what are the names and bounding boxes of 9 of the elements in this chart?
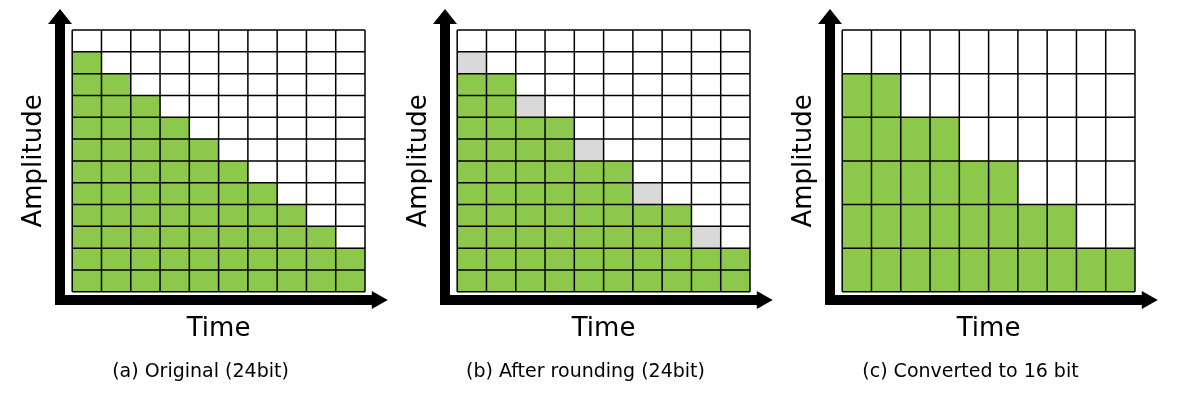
y-axis-title: Amplitude	[401, 94, 432, 228]
x-axis-title: Time	[570, 312, 635, 343]
text: (b) After rounding (24bit)	[466, 359, 705, 381]
x-axis-title: Time	[185, 312, 250, 343]
text: (c) Converted to 16 bit	[862, 359, 1079, 381]
x-axis-title: Time	[955, 312, 1020, 343]
y-axis-title: Amplitude	[786, 94, 817, 228]
y-axis-title: Amplitude	[16, 94, 47, 228]
text: (a) Original (24bit)	[112, 359, 289, 381]
